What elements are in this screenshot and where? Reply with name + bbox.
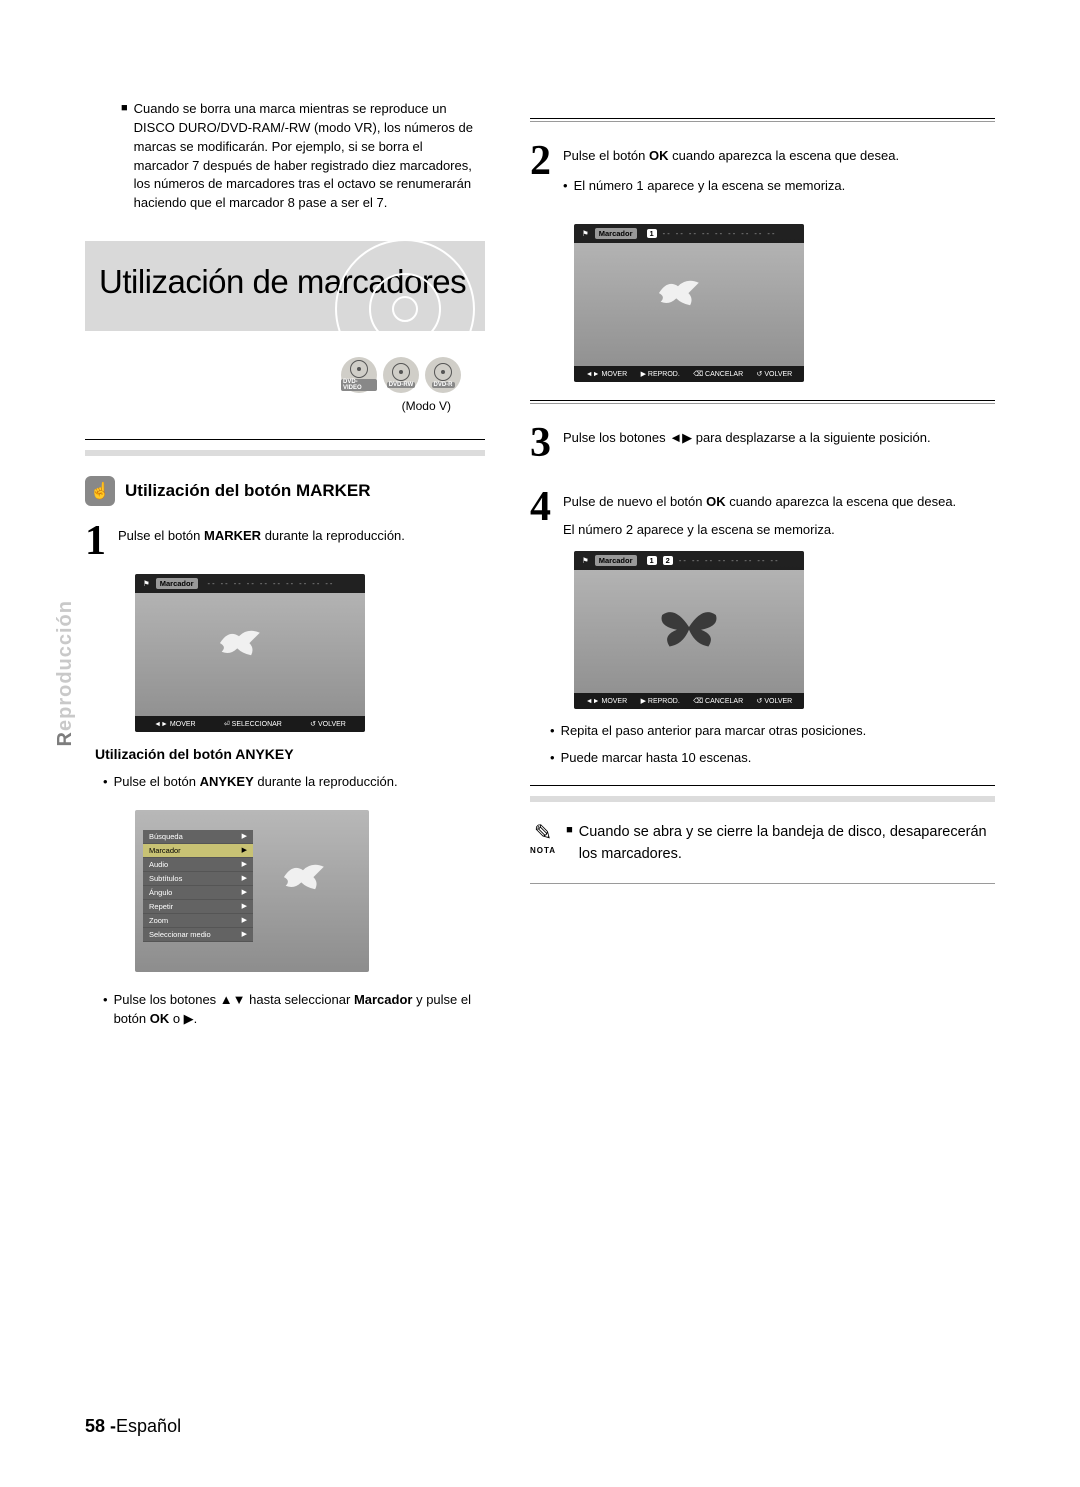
square-bullet-icon: ■ — [566, 822, 573, 866]
intro-paragraph: ■ Cuando se borra una marca mientras se … — [85, 100, 485, 213]
trailing-bullet: Pulse los botones ▲▼ hasta seleccionar M… — [103, 990, 485, 1029]
note-pencil-icon: ✎ — [530, 822, 556, 844]
osd-bottom-bar: ◄► MOVER ▶ REPROD. ⌫ CANCELAR ↺ VOLVER — [574, 366, 804, 382]
flag-icon: ⚑ — [143, 579, 150, 588]
note-icon-col: ✎ NOTA — [530, 822, 556, 855]
step-2-body: Pulse el botón OK cuando aparezca la esc… — [563, 140, 899, 212]
osd-slots: - -- -- -- -- -- -- -- -- -- - — [208, 579, 333, 588]
trailing-bullets: Repita el paso anterior para marcar otra… — [550, 721, 995, 769]
step-4-number: 4 — [530, 486, 551, 539]
step-1-body: Pulse el botón MARKER durante la reprodu… — [118, 520, 405, 562]
page-columns: ■ Cuando se borra una marca mientras se … — [85, 100, 995, 1047]
step-2: 2 Pulse el botón OK cuando aparezca la e… — [530, 140, 995, 212]
step-1-number: 1 — [85, 520, 106, 562]
screenshot-marker-1: ⚑ Marcador 1- -- -- -- -- -- -- -- -- - … — [574, 224, 804, 382]
section-banner: Utilización de marcadores — [85, 241, 485, 331]
side-tab-first: R — [54, 731, 76, 746]
note-label: NOTA — [530, 846, 556, 855]
intro-text: Cuando se borra una marca mientras se re… — [134, 100, 479, 213]
step-3-number: 3 — [530, 422, 551, 464]
bird-image-icon — [213, 624, 265, 664]
right-column: 2 Pulse el botón OK cuando aparezca la e… — [530, 100, 995, 1047]
note-row: ✎ NOTA ■ Cuando se abra y se cierre la b… — [530, 822, 995, 866]
osd-bottom-bar: ◄► MOVER ▶ REPROD. ⌫ CANCELAR ↺ VOLVER — [574, 693, 804, 709]
marker-subhead-row: ☝ Utilización del botón MARKER — [85, 476, 485, 506]
rule-thin — [85, 439, 485, 440]
divider-double — [530, 400, 995, 404]
osd-bottom-bar: ◄► MOVER ⏎ SELECCIONAR ↺ VOLVER — [135, 716, 365, 732]
disc-icon-dvdr: DVD-R — [425, 357, 461, 393]
osd-slots: 1- -- -- -- -- -- -- -- -- - — [647, 229, 775, 238]
screenshot-marker-2: ⚑ Marcador 12- -- -- -- -- -- -- -- - ◄►… — [574, 551, 804, 709]
rule-thin — [530, 883, 995, 884]
side-tab: Reproducción — [54, 600, 77, 746]
step-4-body: Pulse de nuevo el botón OK cuando aparez… — [563, 486, 956, 539]
subhead-marker: Utilización del botón MARKER — [125, 481, 371, 501]
bird-image-icon — [277, 858, 329, 898]
step-1: 1 Pulse el botón MARKER durante la repro… — [85, 520, 485, 562]
osd-slots: 12- -- -- -- -- -- -- -- - — [647, 556, 778, 565]
note-text: ■ Cuando se abra y se cierre la bandeja … — [566, 822, 995, 866]
divider-double — [530, 118, 995, 122]
left-column: ■ Cuando se borra una marca mientras se … — [85, 100, 485, 1047]
subhead-anykey: Utilización del botón ANYKEY — [95, 746, 485, 762]
anykey-bullet: Pulse el botón ANYKEY durante la reprodu… — [103, 772, 485, 792]
osd-top-bar: ⚑ Marcador 1- -- -- -- -- -- -- -- -- - — [574, 224, 804, 243]
anykey-menu-panel: Búsqueda▶Marcador▶Audio▶Subtítulos▶Ángul… — [143, 830, 253, 942]
hand-badge-icon: ☝ — [85, 476, 115, 506]
mode-label: (Modo V) — [85, 399, 485, 413]
page-footer: 58 -Español — [85, 1416, 181, 1437]
osd-marker-label: Marcador — [156, 578, 198, 589]
osd-top-bar: ⚑ Marcador 12- -- -- -- -- -- -- -- - — [574, 551, 804, 570]
butterfly-image-icon — [656, 602, 722, 652]
screenshot-anykey-menu: Búsqueda▶Marcador▶Audio▶Subtítulos▶Ángul… — [135, 810, 369, 972]
side-tab-rest: eproducción — [54, 600, 76, 731]
bird-image-icon — [652, 274, 704, 314]
step-3-body: Pulse los botones ◄▶ para desplazarse a … — [563, 422, 931, 464]
flag-icon: ⚑ — [582, 556, 589, 565]
osd-marker-label: Marcador — [595, 228, 637, 239]
rule-thin — [530, 785, 995, 786]
disc-type-icons: DVD-VIDEO DVD-RW DVD-R — [85, 357, 485, 393]
osd-top-bar: ⚑ Marcador - -- -- -- -- -- -- -- -- -- … — [135, 574, 365, 593]
disc-icon-dvdrw: DVD-RW — [383, 357, 419, 393]
flag-icon: ⚑ — [582, 229, 589, 238]
rule-grey — [85, 450, 485, 456]
disc-icon-dvdvideo: DVD-VIDEO — [341, 357, 377, 393]
rule-grey — [530, 796, 995, 802]
step-4: 4 Pulse de nuevo el botón OK cuando apar… — [530, 486, 995, 539]
screenshot-marker-empty: ⚑ Marcador - -- -- -- -- -- -- -- -- -- … — [135, 574, 365, 732]
square-bullet-icon: ■ — [121, 100, 128, 213]
osd-marker-label: Marcador — [595, 555, 637, 566]
step-2-number: 2 — [530, 140, 551, 212]
step-3: 3 Pulse los botones ◄▶ para desplazarse … — [530, 422, 995, 464]
